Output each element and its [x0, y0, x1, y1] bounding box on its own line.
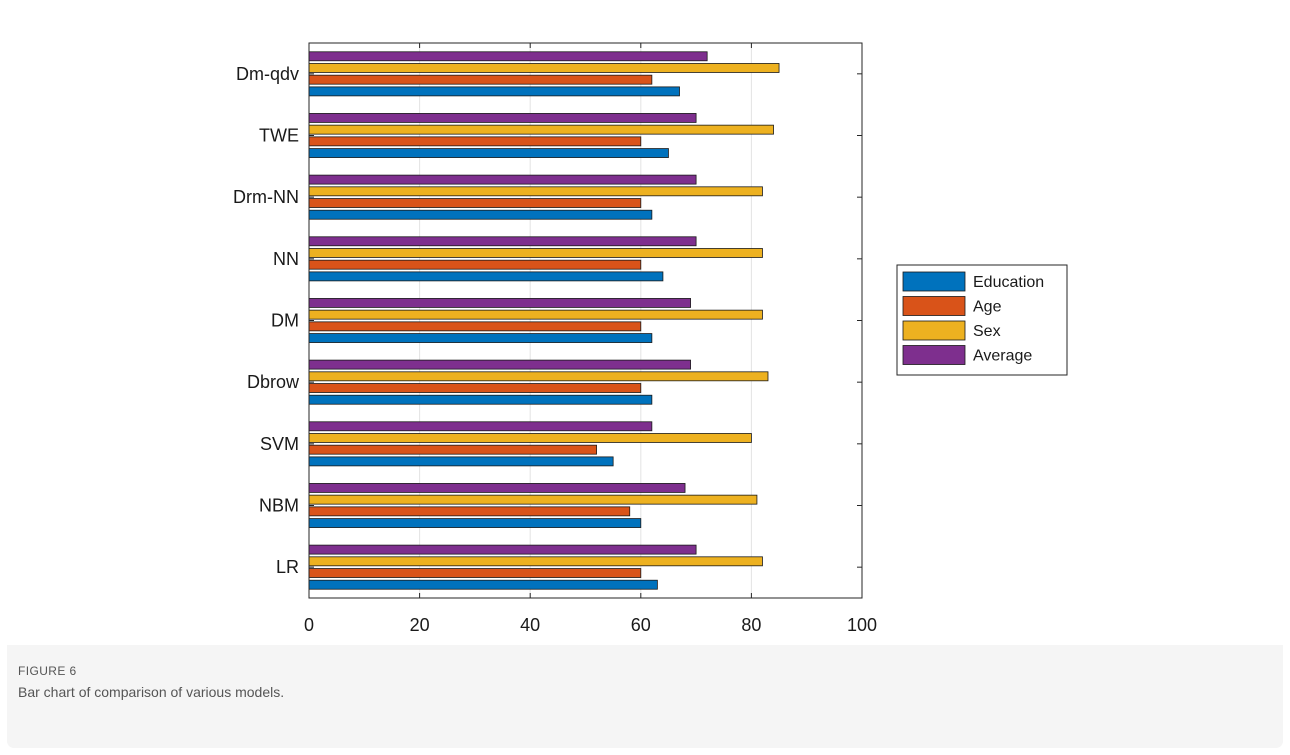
- bar-age-dbrow: [308, 383, 642, 393]
- bar-sex-nbm: [308, 494, 758, 505]
- y-tick-label: LR: [276, 557, 299, 577]
- x-tick-label: 100: [847, 615, 877, 635]
- bar-average-dm: [308, 298, 691, 308]
- legend-swatch-sex: [902, 320, 966, 341]
- bar-education-twe: [308, 148, 669, 158]
- bar-sex-dm: [308, 309, 763, 320]
- figure-caption: Bar chart of comparison of various model…: [18, 684, 285, 700]
- bar-sex-dm-qdv: [308, 63, 780, 73]
- bar-average-dm-qdv: [308, 51, 708, 62]
- bar-education-svm: [308, 456, 614, 467]
- y-tick-label: NBM: [259, 496, 299, 516]
- bar-education-lr: [308, 579, 658, 590]
- y-tick-label: Dbrow: [247, 372, 300, 392]
- legend-swatch-average: [902, 345, 966, 365]
- bar-education-drm-nn: [308, 209, 653, 220]
- legend-swatch-education: [902, 271, 966, 292]
- bar-average-lr: [308, 544, 697, 555]
- legend-label: Average: [973, 348, 1032, 365]
- y-tick-label: SVM: [260, 434, 299, 454]
- bar-age-dm: [308, 321, 642, 332]
- bar-education-dm: [308, 333, 653, 343]
- x-tick-label: 0: [304, 615, 314, 635]
- x-tick-label: 40: [520, 615, 540, 635]
- x-tick-label: 80: [741, 615, 761, 635]
- bar-sex-dbrow: [308, 371, 769, 382]
- bar-age-dm-qdv: [308, 74, 653, 85]
- bar-education-dm-qdv: [308, 86, 680, 97]
- bar-average-nbm: [308, 483, 686, 493]
- y-tick-label: Drm-NN: [233, 187, 299, 207]
- x-tick-label: 60: [631, 615, 651, 635]
- bar-education-dbrow: [308, 394, 653, 405]
- bar-age-nbm: [308, 506, 631, 517]
- legend-label: Sex: [973, 323, 1001, 340]
- bar-age-drm-nn: [308, 198, 642, 208]
- bar-education-nn: [308, 271, 664, 282]
- bar-sex-svm: [308, 433, 752, 443]
- x-tick-label: 20: [410, 615, 430, 635]
- y-tick-label: NN: [273, 249, 299, 269]
- bar-sex-twe: [308, 124, 774, 135]
- bar-sex-drm-nn: [308, 186, 763, 197]
- y-tick-label: DM: [271, 311, 299, 331]
- legend-swatch-age: [902, 296, 966, 316]
- bar-education-nbm: [308, 518, 642, 528]
- y-tick-label: Dm-qdv: [236, 64, 299, 84]
- bar-age-nn: [308, 259, 642, 270]
- bar-sex-lr: [308, 556, 763, 567]
- bar-age-twe: [308, 136, 642, 147]
- bar-sex-nn: [308, 248, 763, 258]
- y-tick-label: TWE: [259, 126, 299, 146]
- bar-average-svm: [308, 421, 653, 432]
- bar-age-lr: [308, 568, 642, 578]
- bar-average-drm-nn: [308, 174, 697, 185]
- legend-label: Age: [973, 299, 1002, 316]
- bar-average-dbrow: [308, 359, 691, 370]
- bar-average-nn: [308, 236, 697, 247]
- legend-label: Education: [973, 274, 1044, 291]
- figure-label: FIGURE 6: [18, 664, 77, 678]
- bar-chart: LR NBM SVM Dbrow DM NN Drm-NN TWE Dm-qdv 0 20 40 60 8…: [233, 42, 1068, 671]
- bar-average-twe: [308, 113, 697, 123]
- figure-area: LR NBM SVM Dbrow DM NN Drm-NN TWE Dm-qdv 0 20 40 60 8…: [233, 42, 1068, 671]
- bar-age-svm: [308, 444, 597, 455]
